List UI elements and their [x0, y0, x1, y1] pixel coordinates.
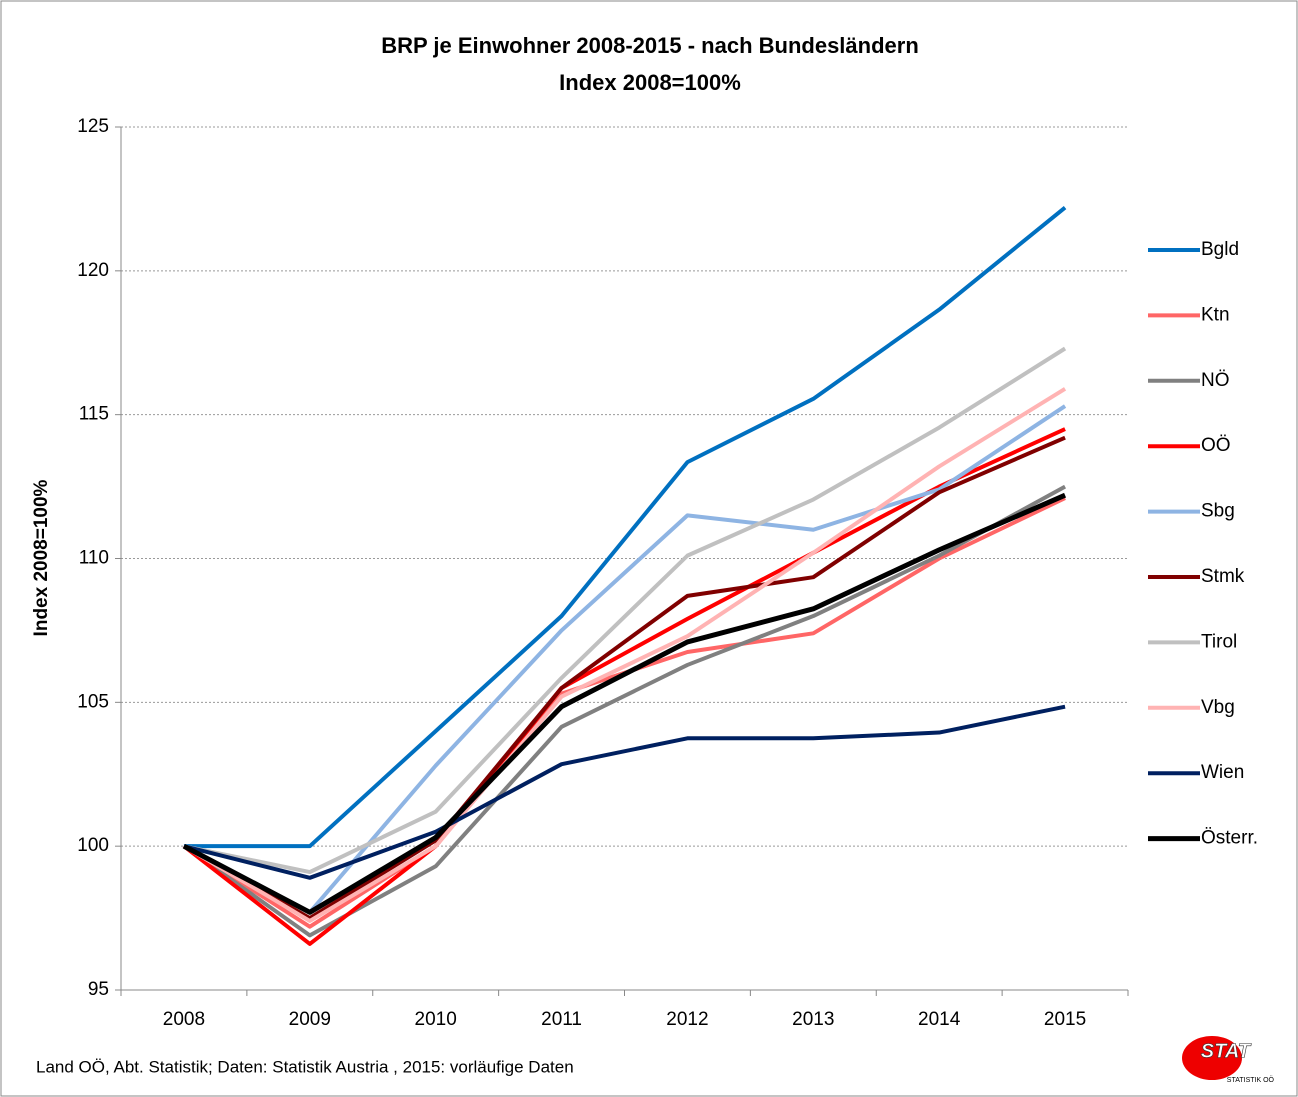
- x-tick-label: 2012: [666, 1009, 708, 1030]
- legend-label: Vbg: [1201, 697, 1235, 718]
- x-tick-label: 2011: [541, 1009, 582, 1030]
- series-line: [182, 435, 1066, 921]
- source-note: Land OÖ, Abt. Statistik; Daten: Statisti…: [36, 1057, 574, 1076]
- series-line: [182, 387, 1067, 923]
- y-tick-label: 100: [77, 835, 109, 856]
- legend-label: Bgld: [1201, 239, 1239, 260]
- series-line: [183, 704, 1066, 880]
- y-tick-label: 105: [77, 691, 109, 712]
- x-tick-label: 2013: [792, 1009, 834, 1030]
- logo: STAT STATISTIK OÖ: [1182, 1036, 1275, 1084]
- chart-subtitle: Index 2008=100%: [559, 70, 741, 95]
- y-tick-label: 95: [88, 979, 109, 1000]
- x-tick-label: 2015: [1044, 1009, 1086, 1030]
- legend-label: NÖ: [1201, 370, 1230, 391]
- y-tick-label: 115: [79, 404, 109, 425]
- y-tick-label: 120: [77, 260, 109, 281]
- x-tick-label: 2010: [415, 1009, 457, 1030]
- x-tick-label: 2014: [918, 1009, 961, 1030]
- series-line: [183, 205, 1067, 849]
- legend-label: Wien: [1201, 762, 1244, 783]
- logo-subtext: STATISTIK OÖ: [1227, 1076, 1275, 1084]
- legend-label: Stmk: [1201, 566, 1245, 587]
- legend-label: Österr.: [1201, 828, 1258, 849]
- series-line: [183, 404, 1067, 915]
- legend-label: OÖ: [1201, 435, 1231, 456]
- legend-label: Sbg: [1201, 501, 1235, 522]
- x-tick-label: 2008: [163, 1009, 205, 1030]
- y-tick-label: 125: [77, 116, 109, 137]
- y-axis-label: Index 2008=100%: [31, 479, 52, 636]
- x-tick-label: 2009: [289, 1009, 331, 1030]
- legend-label: Ktn: [1201, 304, 1230, 325]
- logo-text: STAT: [1201, 1040, 1252, 1062]
- legend-label: Tirol: [1201, 631, 1237, 652]
- y-tick-label: 110: [79, 548, 109, 569]
- series-line: [182, 492, 1067, 915]
- series-line: [182, 484, 1067, 938]
- series-line: [183, 346, 1067, 875]
- chart-title: BRP je Einwohner 2008-2015 - nach Bundes…: [381, 33, 919, 58]
- logo-mark: [1182, 1036, 1242, 1080]
